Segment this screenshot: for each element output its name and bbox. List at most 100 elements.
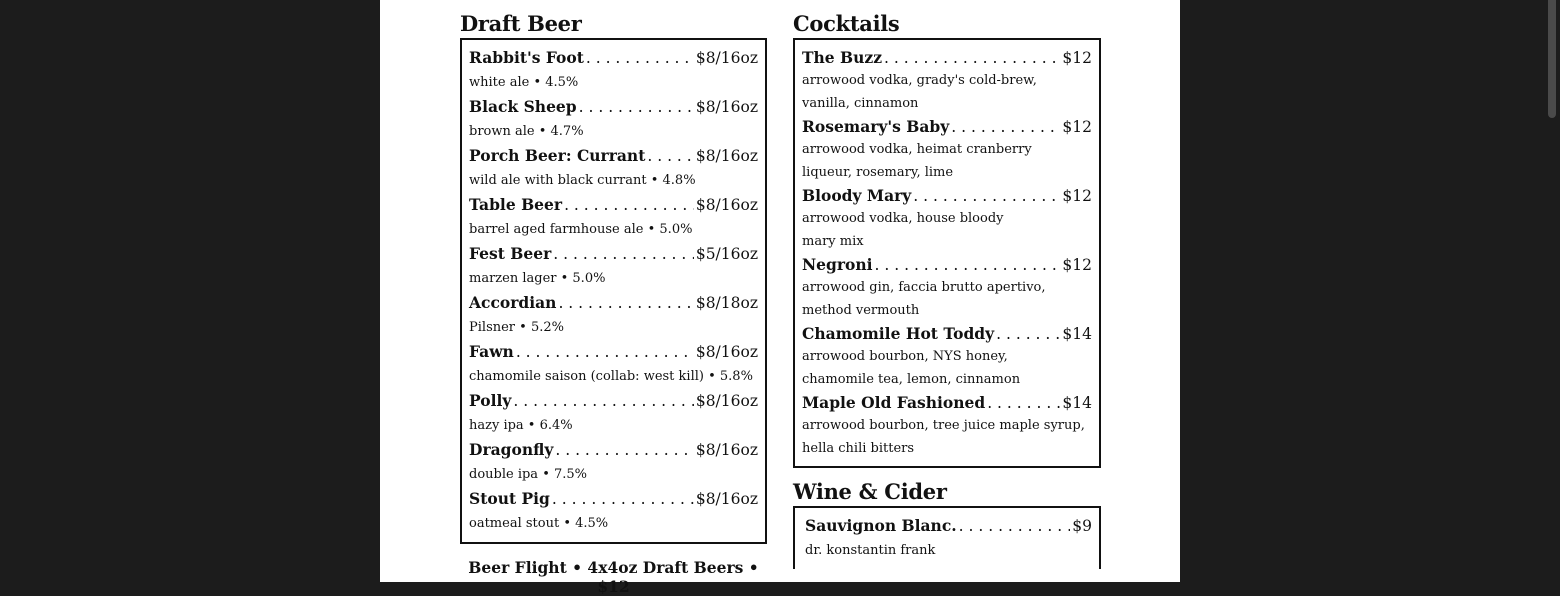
item-description: arrowood bourbon, NYS honey,: [802, 349, 1008, 364]
menu-item: Fawn $8/16oz chamomile saison (collab: wes…: [469, 340, 758, 389]
item-name: Sauvignon Blanc.: [805, 516, 957, 535]
item-line: Stout Pig $8/16oz: [469, 487, 758, 511]
wine-cider-list: Sauvignon Blanc. $9 dr. konstantin frank: [793, 506, 1101, 569]
item-description: white ale • 4.5%: [469, 75, 579, 90]
item-name: Chamomile Hot Toddy: [802, 324, 995, 343]
item-name: Dragonfly: [469, 440, 554, 459]
item-price: $8/16oz: [695, 49, 758, 67]
menu-item: Stout Pig $8/16oz oatmeal stout • 4.5%: [469, 487, 758, 536]
item-price: $9: [1072, 517, 1092, 535]
item-price: $12: [1062, 256, 1092, 274]
item-price: $14: [1062, 325, 1092, 343]
item-name: Rosemary's Baby: [802, 117, 950, 136]
item-price: $12: [1062, 49, 1092, 67]
dot-leader: [647, 144, 693, 168]
item-description: wild ale with black currant • 4.8%: [469, 173, 696, 188]
item-line: Chamomile Hot Toddy $14: [802, 322, 1092, 346]
menu-item: Polly $8/16oz hazy ipa • 6.4%: [469, 389, 758, 438]
document-page: Draft Beer Rabbit's Foot $8/16oz white ale…: [380, 0, 1180, 596]
item-name: Fawn: [469, 342, 514, 361]
item-description: chamomile tea, lemon, cinnamon: [802, 371, 1021, 387]
item-line: Fawn $8/16oz: [469, 340, 758, 364]
dot-leader: [516, 340, 694, 364]
item-description: hazy ipa • 6.4%: [469, 418, 573, 433]
item-description: marzen lager • 5.0%: [469, 271, 606, 286]
item-description: method vermouth: [802, 302, 920, 318]
dot-leader: [586, 46, 694, 70]
item-description: vanilla, cinnamon: [802, 95, 919, 111]
beer-flight-note: Beer Flight • 4x4oz Draft Beers • $12: [468, 558, 759, 596]
item-line: Bloody Mary $12: [802, 184, 1092, 208]
menu-item: Rabbit's Foot $8/16oz white ale • 4.5%: [469, 46, 758, 95]
dot-leader: [579, 95, 694, 119]
item-line: Dragonfly $8/16oz: [469, 438, 758, 462]
item-description: arrowood vodka, grady's cold-brew,: [802, 73, 1037, 88]
item-description: arrowood vodka, house bloody: [802, 211, 1004, 226]
item-line: Fest Beer $5/16oz: [469, 242, 758, 266]
item-line: Table Beer $8/16oz: [469, 193, 758, 217]
item-price: $12: [1062, 187, 1092, 205]
item-name: Accordian: [469, 293, 557, 312]
menu-item: Rosemary's Baby $12 arrowood vodka, heimat…: [802, 115, 1092, 184]
dot-leader: [552, 487, 694, 511]
item-description: hella chili bitters: [802, 440, 915, 456]
item-description: arrowood vodka, heimat cranberry: [802, 142, 1032, 157]
item-price: $8/16oz: [695, 98, 758, 116]
draft-beer-section: Draft Beer Rabbit's Foot $8/16oz white ale…: [460, 10, 767, 596]
menu-item: Black Sheep $8/16oz brown ale • 4.7%: [469, 95, 758, 144]
menu-item: The Buzz $12 arrowood vodka, grady's cold-…: [802, 46, 1092, 115]
item-price: $8/18oz: [695, 294, 758, 312]
item-name: Stout Pig: [469, 489, 550, 508]
dot-leader: [884, 46, 1060, 70]
scrollbar-thumb[interactable]: [1548, 0, 1556, 118]
dot-leader: [555, 438, 693, 462]
item-description: dr. konstantin frank: [805, 543, 936, 558]
item-name: Bloody Mary: [802, 186, 912, 205]
menu-item: Porch Beer: Currant $8/16oz wild ale with …: [469, 144, 758, 193]
item-line: Accordian $8/18oz: [469, 291, 758, 315]
item-price: $5/16oz: [695, 245, 758, 263]
item-description: mary mix: [802, 233, 864, 249]
dot-leader: [564, 193, 694, 217]
item-description: liqueur, rosemary, lime: [802, 164, 954, 180]
item-description: brown ale • 4.7%: [469, 124, 584, 139]
item-name: Polly: [469, 391, 512, 410]
item-name: The Buzz: [802, 48, 883, 67]
item-price: $8/16oz: [695, 343, 758, 361]
dot-leader: [959, 514, 1071, 538]
item-description: Pilsner • 5.2%: [469, 320, 564, 335]
item-name: Negroni: [802, 255, 873, 274]
item-price: $14: [1062, 394, 1092, 412]
item-line: The Buzz $12: [802, 46, 1092, 70]
item-line: Polly $8/16oz: [469, 389, 758, 413]
menu-item: Negroni $12 arrowood gin, faccia brutto ap…: [802, 253, 1092, 322]
dot-leader: [996, 322, 1060, 346]
item-line: Sauvignon Blanc. $9: [805, 514, 1092, 538]
item-description: double ipa • 7.5%: [469, 467, 588, 482]
item-price: $8/16oz: [695, 490, 758, 508]
dot-leader: [951, 115, 1060, 139]
menu-item: Fest Beer $5/16oz marzen lager • 5.0%: [469, 242, 758, 291]
item-name: Table Beer: [469, 195, 563, 214]
menu-item: Accordian $8/18oz Pilsner • 5.2%: [469, 291, 758, 340]
section-title: Draft Beer: [460, 11, 582, 36]
dot-leader: [513, 389, 693, 413]
dot-leader: [558, 291, 693, 315]
draft-beer-list: Rabbit's Foot $8/16oz white ale • 4.5% Blac…: [460, 38, 767, 544]
dot-leader: [875, 253, 1061, 277]
item-price: $8/16oz: [695, 392, 758, 410]
cocktails-section: Cocktails The Buzz $12 arrowood vodka, gra…: [793, 10, 1101, 569]
item-line: Rabbit's Foot $8/16oz: [469, 46, 758, 70]
menu-item: Dragonfly $8/16oz double ipa • 7.5%: [469, 438, 758, 487]
item-line: Porch Beer: Currant $8/16oz: [469, 144, 758, 168]
item-name: Maple Old Fashioned: [802, 393, 986, 412]
item-price: $8/16oz: [695, 147, 758, 165]
dot-leader: [987, 391, 1060, 415]
item-name: Porch Beer: Currant: [469, 146, 646, 165]
section-title: Cocktails: [793, 11, 900, 36]
menu-item: Bloody Mary $12 arrowood vodka, house bloo…: [802, 184, 1092, 253]
item-name: Black Sheep: [469, 97, 577, 116]
item-description: arrowood bourbon, tree juice maple syrup…: [802, 418, 1085, 433]
dot-leader: [553, 242, 694, 266]
